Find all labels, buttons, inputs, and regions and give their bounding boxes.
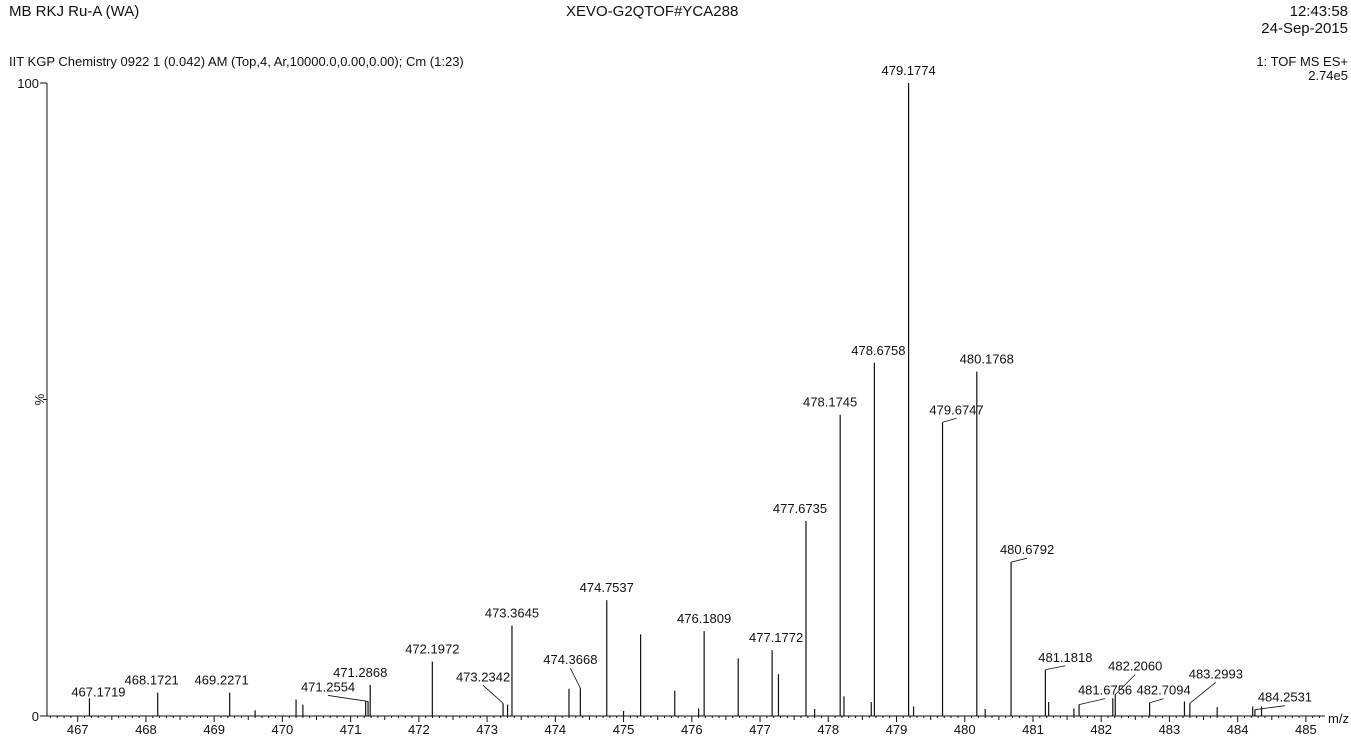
x-tick-label: 477	[749, 722, 771, 737]
x-tick-label: 480	[954, 722, 976, 737]
peak-label: 480.1768	[960, 352, 1014, 367]
ms-mode: 1: TOF MS ES+	[1256, 54, 1348, 69]
peak-label: 481.1818	[1038, 650, 1092, 665]
peak-label: 478.6758	[851, 343, 905, 358]
peak-label: 469.2271	[195, 673, 249, 688]
peak-label: 482.2060	[1108, 658, 1162, 673]
x-tick-label: 479	[886, 722, 908, 737]
peak-label: 479.1774	[881, 63, 935, 78]
peak-label: 468.1721	[125, 673, 179, 688]
x-tick-label: 471	[340, 722, 362, 737]
x-tick-label: 467	[67, 722, 89, 737]
peak-label: 471.2868	[333, 665, 387, 680]
peak-label: 481.6756	[1078, 683, 1132, 698]
x-tick-label: 470	[272, 722, 294, 737]
y-tick-label-100: 100	[17, 76, 39, 91]
peak-label-leader	[1149, 698, 1164, 704]
x-tick-label: 474	[544, 722, 566, 737]
x-tick-label: 485	[1295, 722, 1317, 737]
peak-label: 477.1772	[749, 630, 803, 645]
peak-label: 473.3645	[485, 605, 539, 620]
x-tick-label: 483	[1159, 722, 1181, 737]
x-axis-label: m/z	[1328, 711, 1349, 726]
peak-label-leader	[482, 685, 504, 704]
peak-label: 476.1809	[677, 611, 731, 626]
peak-label-leader	[1254, 705, 1285, 711]
peak-label: 483.2993	[1189, 666, 1243, 681]
x-tick-label: 468	[135, 722, 157, 737]
y-axis-label: %	[32, 394, 47, 406]
peak-label: 474.7537	[580, 580, 634, 595]
acquisition-time: 12:43:58	[1289, 3, 1348, 20]
peak-label-leader	[1114, 674, 1136, 695]
peak-label: 472.1972	[405, 642, 459, 657]
peak-label: 471.2554	[301, 679, 355, 694]
acquisition-date: 24-Sep-2015	[1261, 20, 1348, 37]
peak-label-leader	[942, 417, 957, 423]
x-tick-label: 472	[408, 722, 430, 737]
peak-label-leader	[1189, 682, 1217, 704]
peak-label: 473.2342	[456, 669, 510, 684]
x-tick-label: 475	[613, 722, 635, 737]
peak-label: 479.6747	[929, 402, 983, 417]
x-tick-label: 478	[817, 722, 839, 737]
base-intensity: 2.74e5	[1308, 68, 1348, 83]
x-tick-label: 481	[1022, 722, 1044, 737]
scan-description: IIT KGP Chemistry 0922 1 (0.042) AM (Top…	[9, 54, 464, 69]
peak-label: 482.7094	[1136, 683, 1190, 698]
peak-label-leader	[1010, 557, 1028, 563]
x-tick-label: 482	[1090, 722, 1112, 737]
peak-label: 478.1745	[803, 395, 857, 410]
instrument-id: XEVO-G2QTOF#YCA288	[566, 3, 739, 20]
peak-label: 474.3668	[543, 652, 597, 667]
peak-label: 477.6735	[773, 501, 827, 516]
x-tick-label: 476	[681, 722, 703, 737]
sample-name: MB RKJ Ru-A (WA)	[9, 3, 140, 20]
peak-label-leader	[328, 695, 369, 702]
y-tick-label-0: 0	[32, 709, 39, 724]
x-tick-label: 473	[476, 722, 498, 737]
peak-label-leader	[570, 667, 581, 689]
peak-label-leader	[1045, 665, 1066, 671]
x-tick-label: 484	[1227, 722, 1249, 737]
peak-label: 480.6792	[1000, 542, 1054, 557]
x-tick-label: 469	[203, 722, 225, 737]
peak-label: 484.2531	[1258, 690, 1312, 705]
peak-label-leader	[1078, 698, 1106, 705]
peak-label: 467.1719	[71, 684, 125, 699]
